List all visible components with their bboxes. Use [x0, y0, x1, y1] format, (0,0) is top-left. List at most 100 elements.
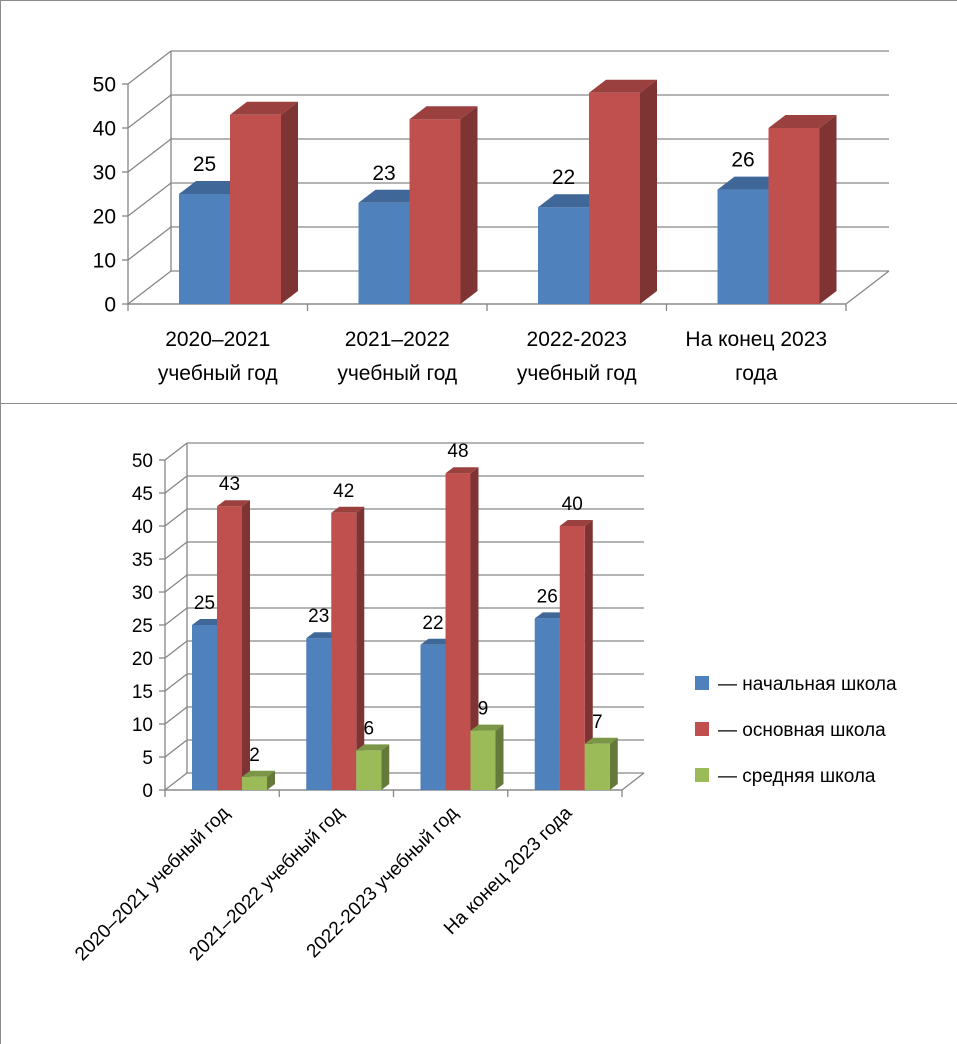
- data-label: 48: [447, 441, 468, 462]
- y-tick-label: 0: [104, 294, 116, 317]
- bar: [768, 128, 820, 304]
- bar: [242, 776, 267, 790]
- x-tick-label: На конец 2023: [685, 328, 827, 351]
- gridline-diagonal: [164, 442, 188, 461]
- y-tick-label: 50: [93, 74, 116, 97]
- bar-top: [192, 619, 225, 625]
- legend-swatch: [695, 768, 709, 782]
- gridline-diagonal: [164, 640, 188, 659]
- y-tick-label: 0: [142, 781, 153, 802]
- bar-top: [768, 115, 837, 128]
- gridline-diagonal: [127, 94, 172, 129]
- data-label: 9: [478, 699, 489, 720]
- bar-side: [242, 500, 250, 790]
- x-tick-label: года: [735, 362, 778, 385]
- x-tick-label: учебный год: [337, 362, 457, 385]
- bar-top: [306, 632, 340, 639]
- data-label: 43: [219, 474, 240, 495]
- bar-top: [230, 101, 298, 115]
- chart-1-panel: 0 10 20 30 40 50 25 23 22 26 2020–2021 учебный год 2…: [0, 0, 957, 404]
- legend-swatch: [695, 676, 709, 690]
- bar: [217, 506, 242, 790]
- gridline-diagonal: [127, 226, 172, 261]
- gridline-diagonal: [164, 574, 188, 593]
- data-label: 23: [372, 162, 395, 185]
- data-label: 6: [363, 718, 374, 739]
- bar: [356, 750, 382, 790]
- y-tick-label: 40: [132, 517, 153, 538]
- gridline-diagonal: [127, 50, 172, 85]
- gridline-diagonal: [164, 541, 188, 560]
- bar-side: [495, 724, 504, 790]
- y-tick-label: 45: [132, 484, 153, 505]
- bar-side: [356, 506, 365, 790]
- bar-top: [445, 467, 479, 474]
- chart-2-panel: 0 5 10 15 20 25 30 35 40 45 50 25 43 2 23 42 6 22 48 9 26 40 7…: [0, 404, 957, 1044]
- bar-side: [281, 101, 298, 304]
- bar: [559, 526, 585, 790]
- bar: [420, 644, 446, 790]
- bar-top: [559, 520, 593, 526]
- bar: [306, 638, 332, 790]
- y-tick-label: 30: [93, 162, 116, 185]
- gridline-diagonal: [164, 739, 188, 758]
- y-tick-label: 10: [93, 250, 116, 273]
- gridline-diagonal: [164, 607, 188, 626]
- y-tick-label: 35: [132, 550, 153, 571]
- bar-top: [534, 612, 568, 619]
- gridline-diagonal: [127, 270, 172, 305]
- bar: [409, 119, 461, 304]
- bar-top: [409, 106, 478, 120]
- bar-top: [331, 506, 365, 513]
- bar-side: [640, 79, 657, 304]
- y-tick-label: 20: [132, 649, 153, 670]
- x-tick-label: 2021–2022: [345, 328, 450, 351]
- bar-side: [267, 770, 275, 790]
- bar: [445, 473, 471, 790]
- x-tick-label: 2020–2021: [165, 328, 270, 351]
- data-label: 26: [731, 149, 754, 172]
- gridline-diagonal: [127, 182, 172, 217]
- x-tick-label: учебный год: [517, 362, 637, 385]
- data-label: 22: [422, 613, 443, 634]
- bar: [538, 207, 589, 304]
- bar: [230, 114, 281, 304]
- bar: [179, 194, 230, 304]
- y-tick-label: 30: [132, 583, 153, 604]
- x-tick-label: 2022-2023: [527, 328, 627, 351]
- y-tick-label: 40: [93, 118, 116, 141]
- y-tick-label: 10: [132, 715, 153, 736]
- gridline-diagonal: [164, 673, 188, 692]
- x-tick-label: учебный год: [158, 362, 278, 385]
- bar-top: [470, 724, 504, 731]
- bar-side: [584, 520, 593, 790]
- data-label: 25: [194, 593, 215, 614]
- bar: [584, 743, 610, 790]
- gridline-diagonal: [164, 475, 188, 494]
- bar: [470, 730, 496, 790]
- legend-label: — начальная школа: [718, 674, 897, 695]
- bar-side: [819, 115, 837, 304]
- bar-top: [242, 770, 275, 777]
- x-tick-label: На конец 2023 года: [440, 802, 577, 939]
- bar-top: [589, 79, 657, 93]
- bar: [192, 625, 217, 790]
- bar-side: [470, 467, 479, 790]
- bar: [589, 92, 640, 304]
- bar-top: [217, 500, 250, 507]
- chart-2-svg: 0 5 10 15 20 25 30 35 40 45 50 25 43 2 23 42 6 22 48 9 26 40 7…: [71, 441, 897, 965]
- data-label: 40: [562, 494, 583, 515]
- gridline-diagonal: [127, 138, 172, 173]
- bar: [358, 202, 410, 304]
- y-tick-label: 5: [142, 748, 153, 769]
- data-label: 2: [249, 745, 260, 766]
- legend-swatch: [695, 722, 709, 736]
- legend-label: — средняя школа: [718, 766, 876, 787]
- legend-label: — основная школа: [718, 720, 886, 741]
- bar-top: [420, 638, 454, 645]
- bar: [717, 189, 769, 304]
- bar-top: [584, 737, 618, 744]
- data-label: 26: [537, 586, 558, 607]
- data-label: 42: [333, 481, 354, 502]
- chart-1-svg: 0 10 20 30 40 50 25 23 22 26 2020–2021 учебный год 2…: [93, 50, 890, 385]
